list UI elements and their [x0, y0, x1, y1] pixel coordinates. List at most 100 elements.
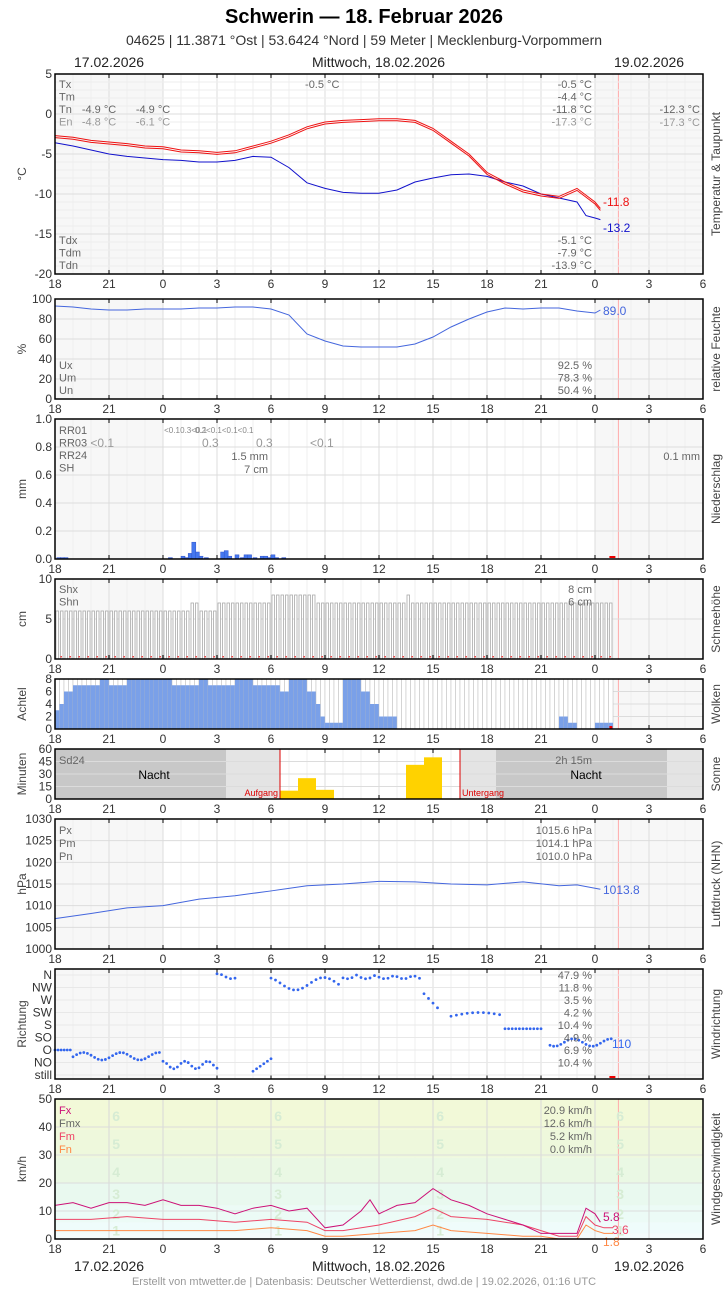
svg-text:-4.8 °C: -4.8 °C — [82, 117, 116, 129]
svg-text:45: 45 — [39, 755, 53, 769]
svg-text:15: 15 — [426, 562, 440, 576]
svg-text:21: 21 — [102, 402, 116, 416]
svg-text:2: 2 — [45, 710, 52, 724]
svg-text:Fn: Fn — [59, 1144, 72, 1156]
svg-text:Um: Um — [59, 373, 76, 385]
svg-text:3: 3 — [436, 1186, 444, 1202]
svg-text:5: 5 — [274, 1136, 282, 1152]
svg-text:SH: SH — [59, 463, 74, 475]
svg-text:4.9 %: 4.9 % — [564, 1033, 592, 1045]
svg-text:Fmx: Fmx — [59, 1118, 81, 1130]
svg-text:18: 18 — [48, 732, 62, 746]
svg-text:0: 0 — [592, 1082, 599, 1096]
svg-text:3.6: 3.6 — [612, 1223, 629, 1237]
svg-text:2: 2 — [616, 1206, 624, 1222]
svg-text:9: 9 — [322, 402, 329, 416]
svg-text:21: 21 — [534, 802, 548, 816]
svg-text:1020: 1020 — [25, 855, 52, 869]
svg-text:18: 18 — [48, 802, 62, 816]
svg-text:0: 0 — [45, 107, 52, 121]
svg-text:21: 21 — [102, 952, 116, 966]
svg-text:18: 18 — [480, 402, 494, 416]
svg-text:5: 5 — [45, 67, 52, 81]
svg-text:Minuten: Minuten — [15, 753, 29, 796]
svg-text:10.4 %: 10.4 % — [558, 1020, 592, 1032]
svg-text:RR03: RR03 — [59, 438, 87, 450]
svg-text:92.5 %: 92.5 % — [558, 360, 592, 372]
svg-text:21: 21 — [102, 562, 116, 576]
svg-text:6: 6 — [268, 662, 275, 676]
svg-text:3: 3 — [616, 1186, 624, 1202]
svg-text:%: % — [15, 343, 29, 354]
svg-text:9: 9 — [322, 277, 329, 291]
svg-text:2: 2 — [274, 1206, 282, 1222]
svg-text:3: 3 — [214, 662, 221, 676]
svg-text:18: 18 — [480, 562, 494, 576]
svg-text:km/h: km/h — [15, 1156, 29, 1182]
svg-text:15: 15 — [426, 802, 440, 816]
svg-text:6: 6 — [436, 1108, 444, 1124]
svg-text:Windgeschwindigkeit: Windgeschwindigkeit — [709, 1112, 723, 1225]
svg-text:6: 6 — [45, 685, 52, 699]
svg-text:Tm: Tm — [59, 92, 75, 104]
svg-text:3: 3 — [112, 1186, 120, 1202]
svg-text:Sd24: Sd24 — [59, 755, 85, 767]
svg-text:-11.8: -11.8 — [603, 195, 630, 209]
svg-text:47.9 %: 47.9 % — [558, 970, 592, 982]
svg-text:Schneehöhe: Schneehöhe — [709, 585, 723, 653]
svg-text:Untergang: Untergang — [462, 788, 504, 798]
svg-text:6: 6 — [268, 402, 275, 416]
svg-text:12: 12 — [372, 732, 386, 746]
svg-text:N: N — [43, 968, 52, 982]
svg-text:0.3: 0.3 — [202, 436, 219, 450]
svg-text:12: 12 — [372, 662, 386, 676]
svg-text:0: 0 — [592, 802, 599, 816]
svg-text:relative Feuchte: relative Feuchte — [709, 306, 723, 392]
svg-text:0: 0 — [160, 277, 167, 291]
svg-text:9: 9 — [322, 562, 329, 576]
svg-text:6.9 %: 6.9 % — [564, 1045, 592, 1057]
svg-text:18: 18 — [48, 1082, 62, 1096]
svg-text:NW: NW — [32, 981, 53, 995]
svg-text:12: 12 — [372, 1082, 386, 1096]
svg-text:3: 3 — [646, 802, 653, 816]
svg-text:Nacht: Nacht — [138, 768, 170, 782]
svg-text:6: 6 — [268, 802, 275, 816]
svg-text:21: 21 — [102, 1242, 116, 1256]
svg-text:6: 6 — [268, 1242, 275, 1256]
svg-text:0.6: 0.6 — [35, 468, 52, 482]
svg-text:Ux: Ux — [59, 360, 73, 372]
svg-text:mm: mm — [15, 479, 29, 499]
svg-text:20.9 km/h: 20.9 km/h — [544, 1105, 592, 1117]
svg-text:-20: -20 — [35, 267, 53, 281]
svg-text:18: 18 — [48, 402, 62, 416]
svg-text:15: 15 — [426, 662, 440, 676]
svg-text:°C: °C — [15, 167, 29, 181]
svg-text:5.2 km/h: 5.2 km/h — [550, 1131, 592, 1143]
svg-text:6: 6 — [700, 1082, 707, 1096]
svg-text:0.0: 0.0 — [35, 552, 52, 566]
svg-text:0: 0 — [160, 402, 167, 416]
svg-text:-4.4 °C: -4.4 °C — [558, 92, 592, 104]
svg-text:3: 3 — [646, 562, 653, 576]
date-right-bottom: 19.02.2026 — [614, 1258, 685, 1274]
svg-text:3: 3 — [646, 1082, 653, 1096]
svg-text:1000: 1000 — [25, 942, 52, 956]
svg-text:6: 6 — [268, 277, 275, 291]
svg-text:-5.1 °C: -5.1 °C — [558, 235, 592, 247]
svg-text:2h 15m: 2h 15m — [555, 755, 592, 767]
svg-text:-4.9 °C: -4.9 °C — [82, 104, 116, 116]
svg-text:6: 6 — [700, 402, 707, 416]
svg-text:5.8: 5.8 — [603, 1210, 620, 1224]
svg-text:50.4 %: 50.4 % — [558, 385, 592, 397]
svg-text:1: 1 — [436, 1223, 444, 1239]
svg-text:1015: 1015 — [25, 877, 52, 891]
svg-text:5: 5 — [616, 1136, 624, 1152]
svg-text:0.1 mm: 0.1 mm — [663, 451, 700, 463]
svg-text:0: 0 — [592, 662, 599, 676]
svg-text:3: 3 — [646, 952, 653, 966]
svg-text:1015.6 hPa: 1015.6 hPa — [536, 825, 593, 837]
svg-text:9: 9 — [322, 1242, 329, 1256]
pressure-chart: 18 21 0 3 6 9 12 15 18 21 0 3 6 Luftdruck (NHN) hPa 103… — [15, 812, 723, 966]
